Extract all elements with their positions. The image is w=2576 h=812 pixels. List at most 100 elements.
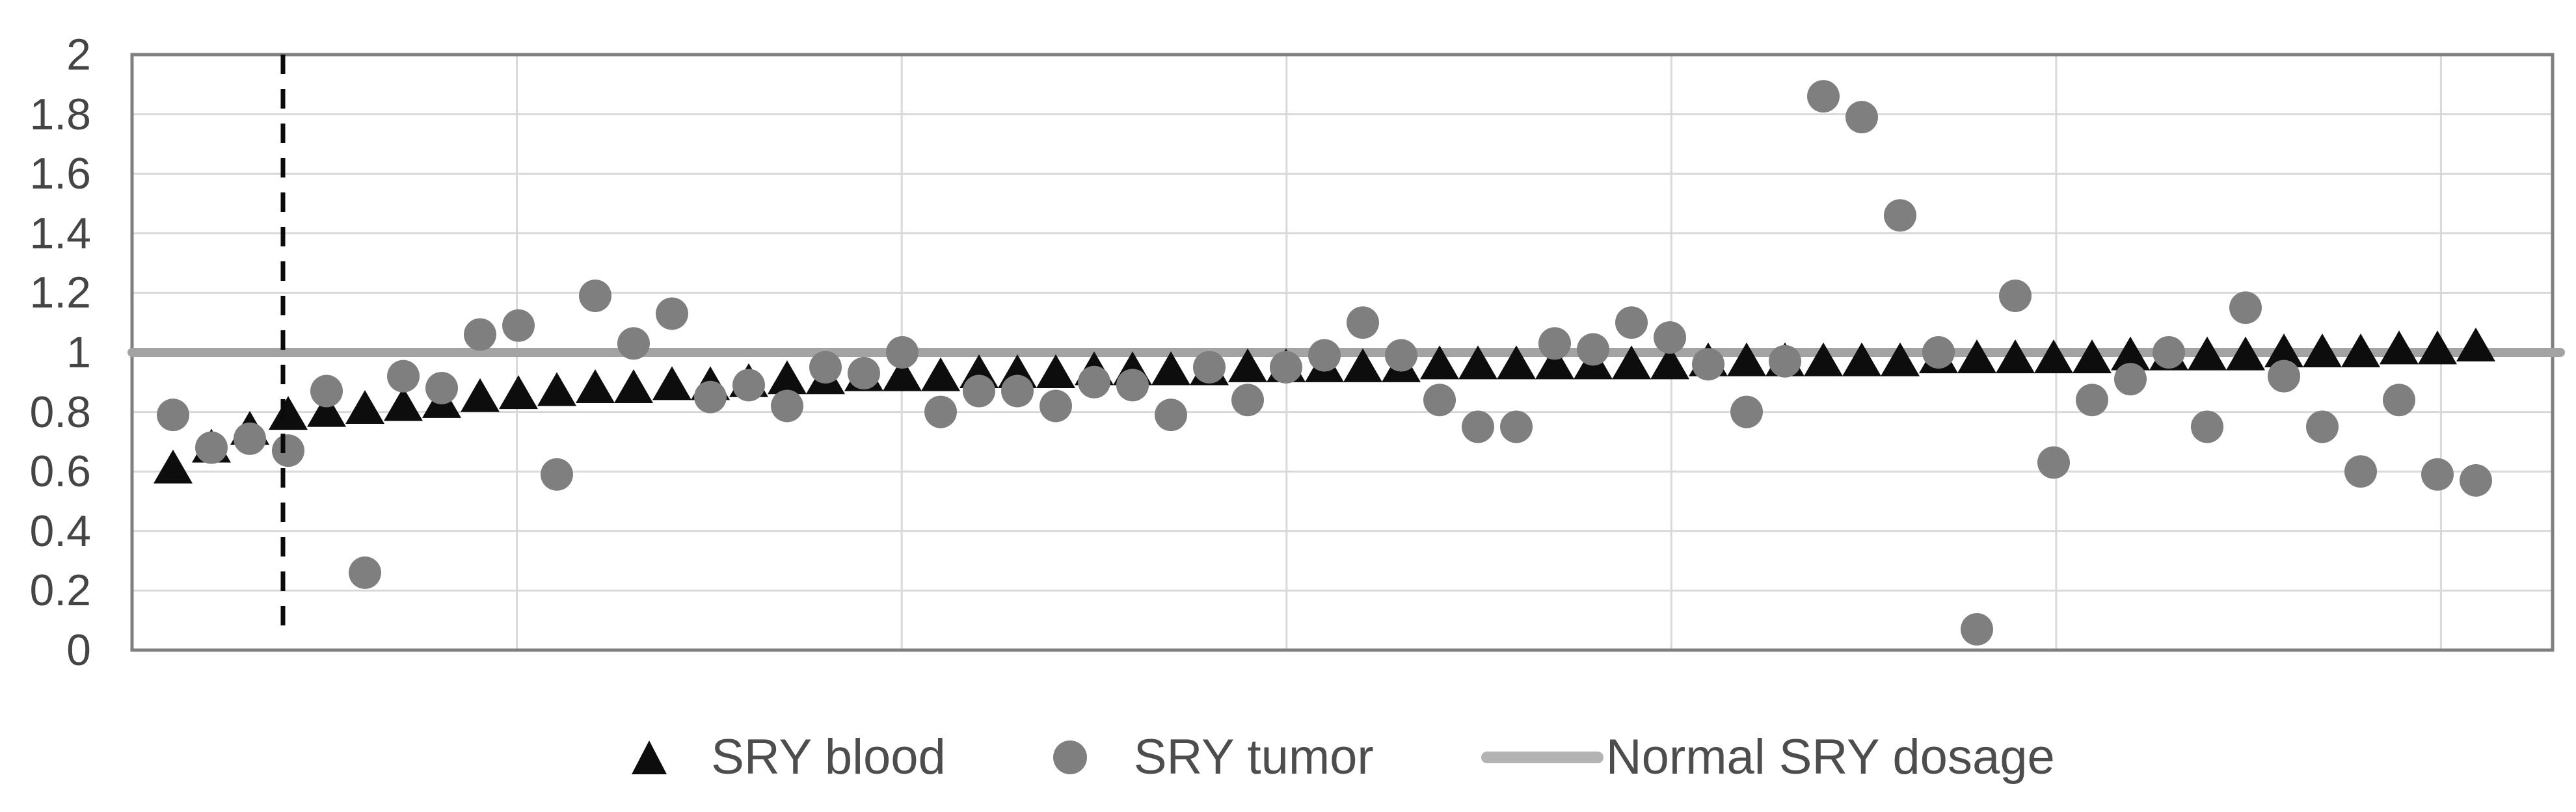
tumor-point [1884, 199, 1916, 232]
tumor-point [656, 297, 688, 330]
tumor-point [1845, 101, 1878, 134]
blood-point [1343, 348, 1382, 382]
tumor-point [2191, 410, 2223, 443]
blood-point [154, 449, 193, 484]
blood-point [1957, 339, 1996, 374]
blood-point [307, 393, 346, 427]
y-axis-tick-label: 2 [66, 30, 91, 79]
tumor-point [579, 279, 611, 312]
blood-point [499, 375, 538, 410]
y-axis-tick-label: 0.4 [29, 506, 91, 556]
blood-point [2418, 330, 2457, 365]
blood-point [1804, 342, 1843, 376]
tumor-point [1078, 365, 1110, 399]
tumor-point [2153, 336, 2185, 369]
blood-point [2264, 334, 2303, 367]
y-axis-tick-label: 0.8 [29, 387, 91, 437]
y-axis-tick-label: 0.6 [29, 447, 91, 497]
tumor-point [195, 431, 228, 464]
y-axis-tick-label: 0 [66, 625, 91, 675]
legend-label-normal-dosage: Normal SRY dosage [1605, 729, 2055, 785]
tumor-point [2076, 384, 2108, 417]
line-marker-icon [1481, 752, 1603, 763]
blood-point [2111, 336, 2150, 371]
tumor-point [1385, 339, 1417, 372]
blood-point [461, 378, 500, 412]
tumor-point [541, 458, 573, 491]
legend-item-sry-blood: SRY blood [632, 725, 946, 790]
blood-point [537, 372, 576, 406]
legend-label-sry-blood: SRY blood [711, 729, 946, 785]
tumor-point [1423, 384, 1456, 417]
blood-point [1420, 345, 1459, 380]
tumor-point [1961, 612, 1993, 646]
blood-point [883, 357, 922, 391]
blood-point [384, 387, 423, 421]
blood-point [1535, 345, 1574, 380]
tumor-point [2306, 410, 2339, 443]
tumor-point [1001, 374, 1034, 408]
tumor-point [1654, 321, 1686, 354]
blood-point [2303, 334, 2342, 367]
tumor-point [848, 357, 880, 390]
y-axis-tick-label: 0.2 [29, 566, 91, 616]
tumor-point [809, 350, 842, 384]
tumor-point [1462, 410, 1494, 443]
y-axis-tick-label: 1.2 [29, 268, 91, 318]
blood-point [2456, 327, 2495, 361]
tumor-point [2421, 458, 2454, 491]
tumor-point [1577, 333, 1609, 366]
blood-point [1842, 342, 1881, 376]
tumor-point [1769, 345, 1801, 378]
tumor-point [2344, 455, 2377, 488]
blood-point [345, 390, 384, 425]
tumor-point [1231, 384, 1264, 417]
blood-point [768, 360, 807, 395]
tumor-point [1999, 279, 2032, 312]
tumor-point [617, 327, 650, 360]
blood-point [1727, 342, 1766, 376]
tumor-point [771, 389, 803, 423]
blood-point [921, 357, 960, 391]
tumor-point [157, 399, 189, 432]
y-axis-tick-label: 1 [66, 328, 91, 377]
tumor-point [234, 422, 266, 455]
tumor-point [1116, 369, 1149, 402]
tumor-point [924, 395, 957, 428]
blood-point [614, 369, 653, 403]
legend: SRY blood SRY tumor Normal SRY dosage [0, 718, 2576, 796]
tumor-point [886, 336, 919, 369]
tumor-point [1155, 399, 1187, 432]
tumor-point [1308, 339, 1341, 372]
blood-point [269, 396, 308, 430]
blood-point [2380, 330, 2419, 365]
blood-point [1612, 345, 1651, 380]
blood-point [1996, 339, 2035, 374]
blood-point [576, 369, 615, 403]
blood-point [1228, 348, 1267, 382]
triangle-marker-icon [632, 740, 667, 774]
blood-point [1036, 354, 1075, 389]
tumor-point [310, 374, 343, 408]
y-axis: 0 0.2 0.4 0.6 0.8 1 1.2 1.4 1.6 1.8 2 [0, 0, 91, 812]
blood-point [2188, 336, 2227, 371]
blood-point [1458, 345, 1497, 380]
tumor-point [1193, 350, 1226, 384]
y-axis-tick-label: 1.6 [29, 149, 91, 199]
legend-item-normal-dosage: Normal SRY dosage [1481, 725, 2055, 790]
tumor-point [732, 369, 765, 402]
blood-point [2034, 339, 2073, 374]
blood-point [1497, 345, 1536, 380]
legend-label-sry-tumor: SRY tumor [1133, 729, 1374, 785]
blood-point [1151, 351, 1190, 386]
tumor-point [1347, 306, 1379, 339]
tumor-point [502, 309, 535, 342]
tumor-point [272, 434, 304, 467]
tumor-point [963, 374, 995, 408]
blood-point [1650, 345, 1689, 380]
tumor-point [1922, 336, 1955, 369]
legend-item-sry-tumor: SRY tumor [1053, 725, 1374, 790]
tumor-point [1692, 348, 1724, 381]
